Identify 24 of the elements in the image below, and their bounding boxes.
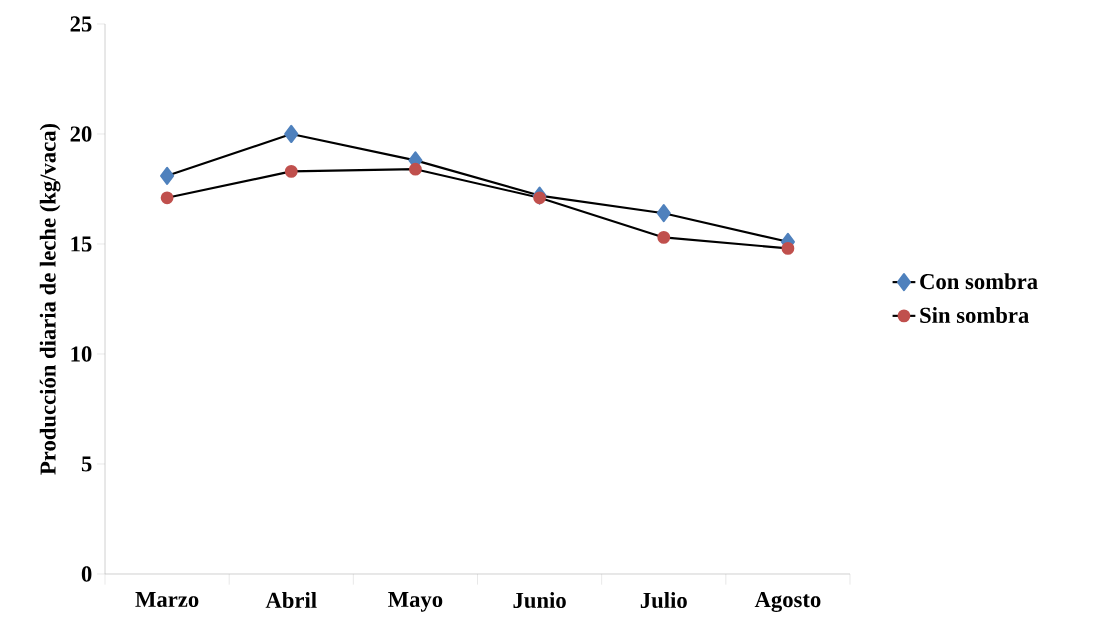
- point: [284, 164, 298, 178]
- x-tick-label: Junio: [513, 592, 566, 609]
- point: [409, 162, 422, 176]
- point: [656, 204, 671, 223]
- x-tick-label: Agosto: [754, 592, 821, 612]
- y-tick-label: 5: [81, 456, 92, 472]
- x-tick-label: Marzo: [135, 592, 199, 608]
- x-tick-label: Mayo: [388, 592, 443, 612]
- y-tick-label: 0: [81, 566, 92, 582]
- point: [284, 124, 299, 144]
- point: [781, 241, 795, 255]
- point: [657, 230, 671, 244]
- point: [160, 166, 175, 185]
- y-axis-title: Producción diaria de leche (kg/vaca): [39, 123, 61, 475]
- y-tick-label: 25: [70, 16, 92, 32]
- point: [160, 191, 174, 205]
- legend-label: Con sombra: [920, 273, 1038, 290]
- point: [533, 191, 546, 205]
- x-tick-label: Julio: [640, 592, 687, 609]
- x-tick-label: Abril: [265, 592, 317, 608]
- y-tick-label: 10: [71, 346, 92, 362]
- y-tick-label: 15: [71, 236, 92, 252]
- legend-label: Sin sombra: [920, 306, 1029, 323]
- y-tick-label: 20: [70, 126, 92, 142]
